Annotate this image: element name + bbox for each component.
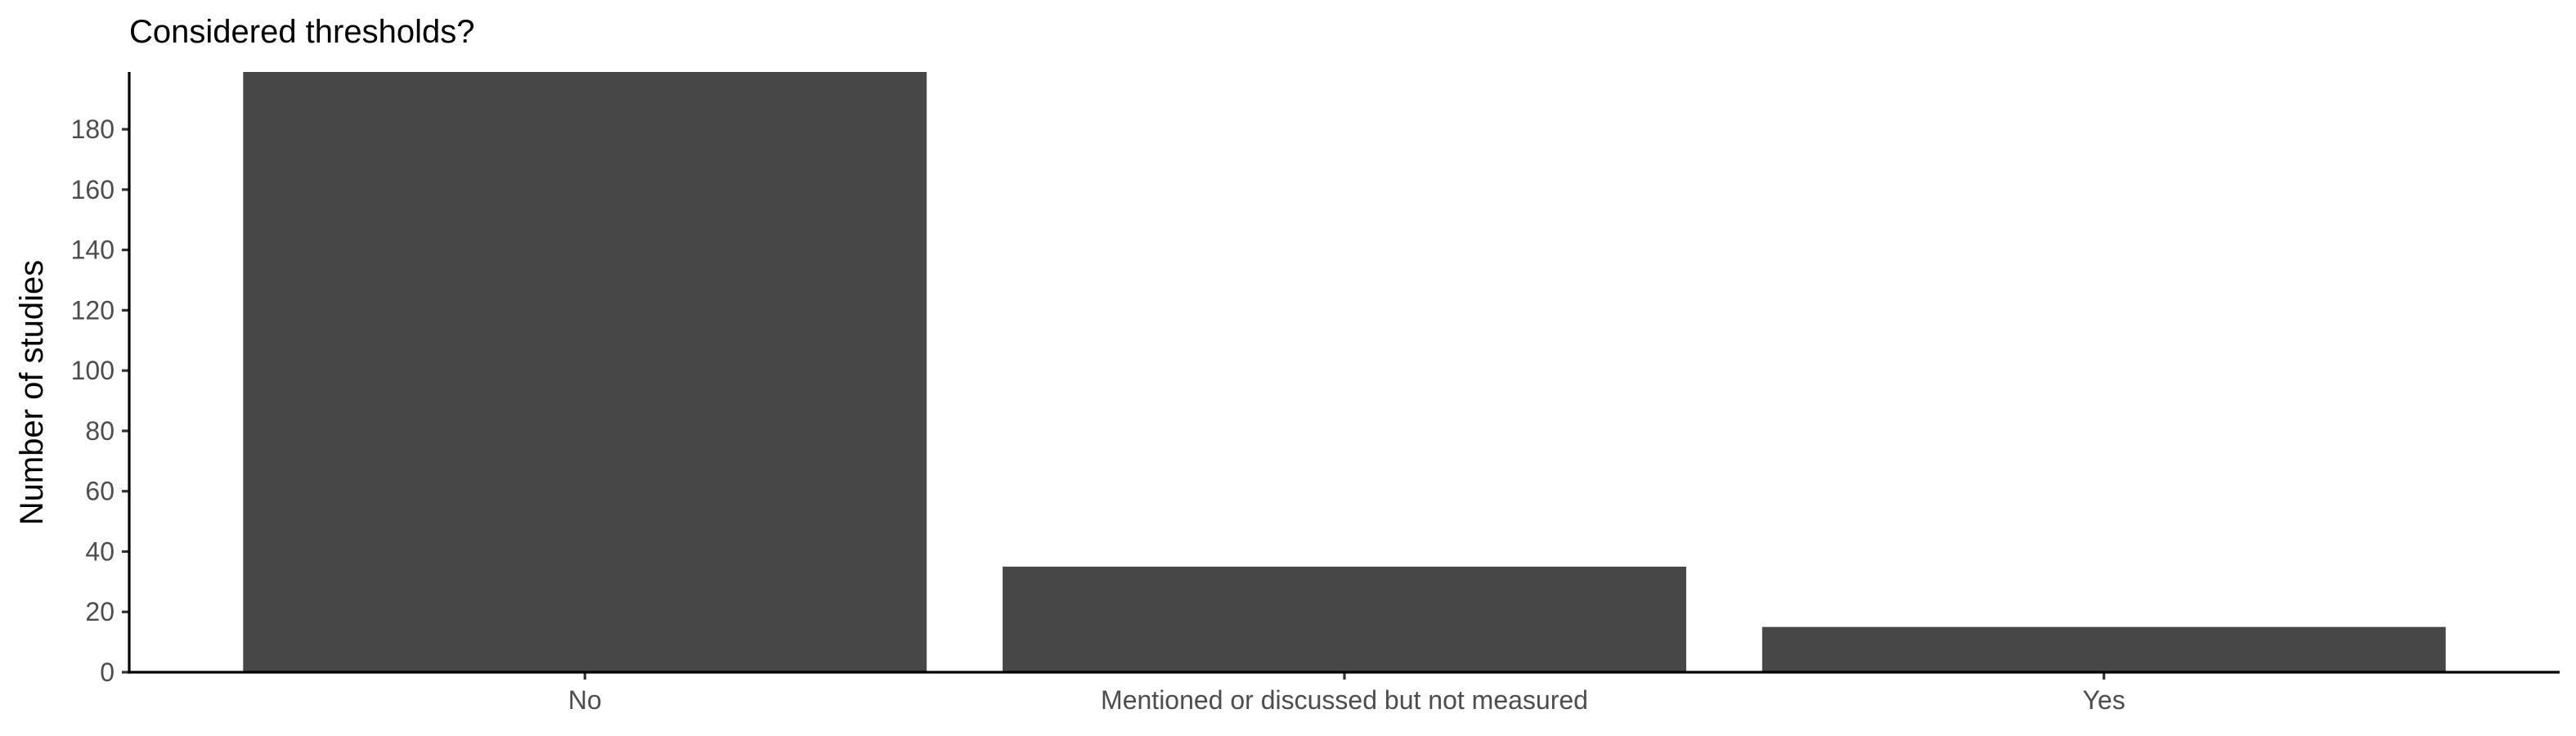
bar-3 xyxy=(1761,626,2446,672)
y-tick-label: 0 xyxy=(100,657,114,687)
x-tick-label: Mentioned or discussed but not measured xyxy=(1101,685,1588,715)
y-tick-label: 80 xyxy=(85,416,114,446)
y-tick-label: 40 xyxy=(85,536,114,566)
y-tick-label: 100 xyxy=(71,356,114,385)
y-tick-label: 20 xyxy=(85,597,114,626)
bar-1 xyxy=(243,72,927,672)
y-axis-title: Number of studies xyxy=(14,260,50,526)
chart-title: Considered thresholds? xyxy=(129,14,474,50)
y-axis-ticks: 0 20 40 60 80 100 120 140 160 180 xyxy=(71,114,129,687)
y-tick-label: 120 xyxy=(71,295,114,325)
x-tick-label: No xyxy=(568,685,602,715)
bars-group xyxy=(243,72,2446,672)
bar-2 xyxy=(1003,566,1686,672)
y-tick-label: 60 xyxy=(85,477,114,506)
y-tick-label: 160 xyxy=(71,175,114,204)
x-axis-ticks: No Mentioned or discussed but not measure… xyxy=(568,672,2125,715)
x-tick-label: Yes xyxy=(2083,685,2125,715)
y-tick-label: 140 xyxy=(71,236,114,265)
y-tick-label: 180 xyxy=(71,114,114,144)
